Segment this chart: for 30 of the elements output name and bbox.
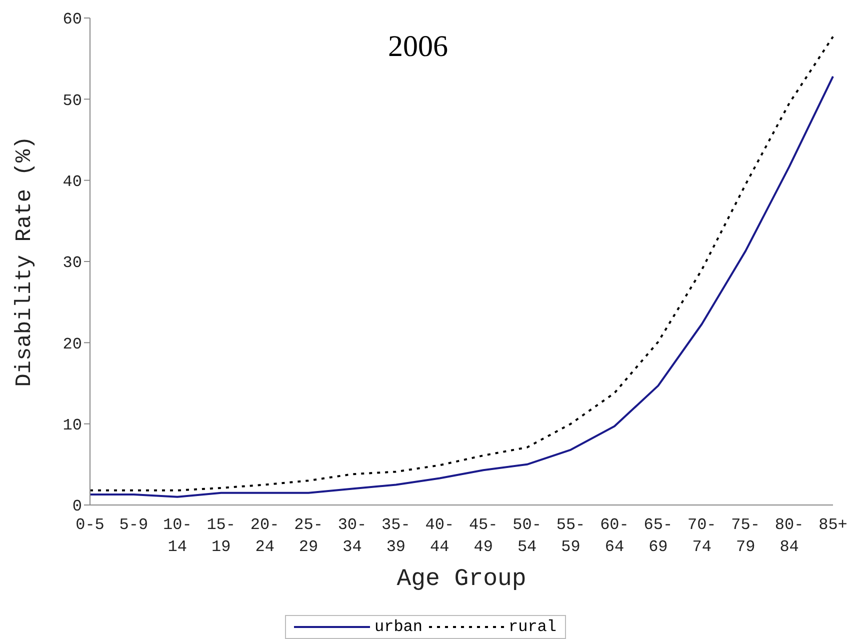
x-tick-label: 85+: [818, 516, 848, 534]
x-tick-label: 60-64: [600, 516, 629, 556]
x-tick-label: 20-24: [250, 516, 280, 556]
legend-label: rural: [508, 618, 557, 636]
y-tick-label: 60: [62, 10, 82, 29]
y-tick-label: 10: [62, 416, 82, 435]
y-tick-label: 50: [62, 92, 82, 110]
x-tick-label: 70-74: [687, 516, 716, 556]
chart-title: 2006: [387, 30, 449, 64]
legend-label: urban: [374, 618, 422, 636]
x-tick-label: 45-49: [468, 516, 498, 556]
y-axis-title: Disability Rate (%): [12, 136, 37, 387]
x-tick-label: 0-5: [76, 516, 104, 534]
y-tick-label: 0: [72, 498, 82, 516]
x-tick-label: 15-19: [206, 516, 236, 556]
y-tick-label: 30: [62, 254, 82, 272]
x-tick-label: 65-69: [644, 516, 673, 556]
x-tick-label: 40-44: [425, 516, 454, 556]
x-tick-label: 75-79: [731, 516, 760, 556]
x-tick-label: 80-84: [774, 516, 804, 556]
x-tick-label: 35-39: [382, 516, 410, 556]
x-tick-label: 30-34: [338, 516, 367, 556]
x-tick-label: 50-54: [512, 516, 542, 556]
x-tick-label: 5-9: [119, 516, 148, 534]
x-tick-label: 10-14: [163, 516, 192, 556]
x-tick-label: 25-29: [294, 516, 323, 556]
x-tick-label: 55-59: [556, 516, 586, 556]
y-tick-label: 20: [62, 335, 82, 354]
y-tick-label: 40: [62, 173, 82, 192]
x-axis-title: Age Group: [396, 566, 526, 593]
